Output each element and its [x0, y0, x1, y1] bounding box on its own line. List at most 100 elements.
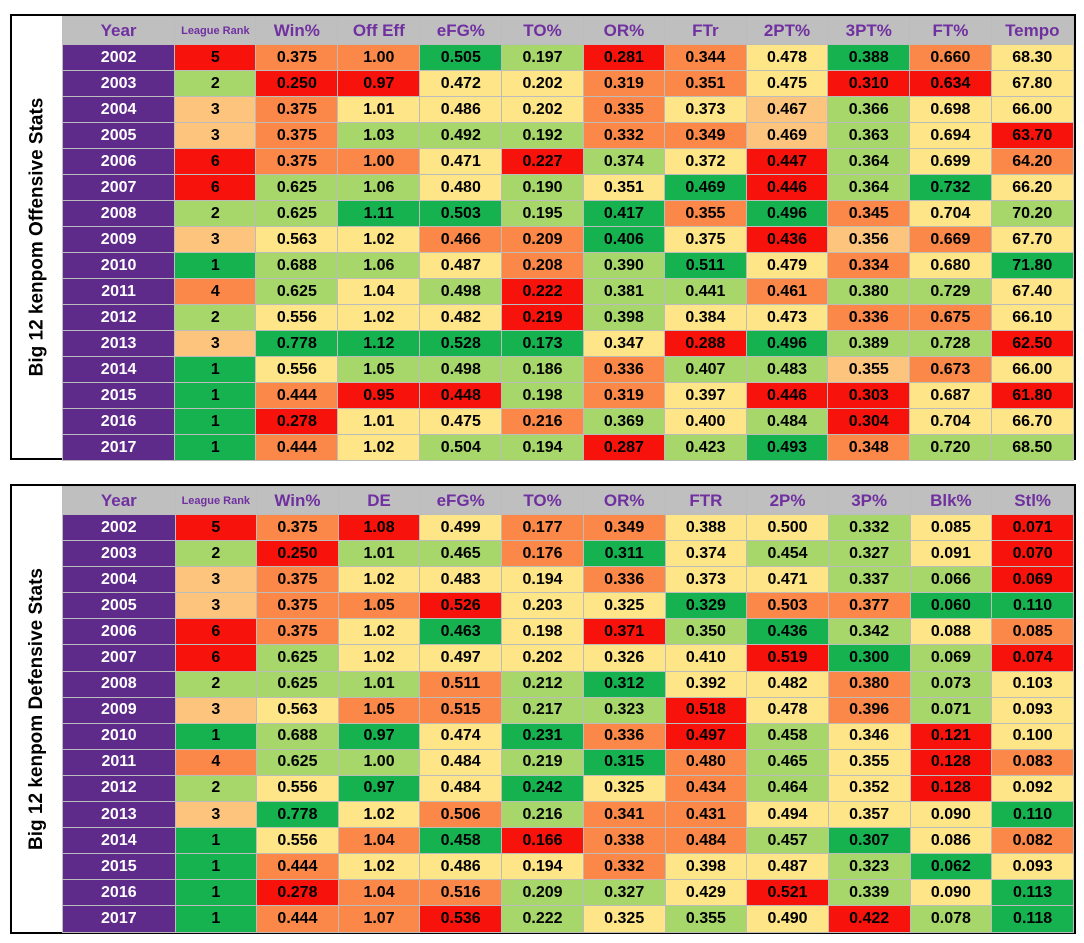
stat-cell: 0.341: [582, 801, 666, 829]
table-row: 2009 3 0.563 1.02 0.466 0.209 0.406 0.375 0.436 0…: [61, 226, 1075, 253]
stat-cell: 1.12: [337, 330, 421, 357]
stat-cell: 6: [174, 644, 257, 672]
stat-cell: 0.351: [582, 174, 666, 201]
stat-cell: 0.377: [827, 592, 911, 620]
stat-cell: 3: [174, 226, 257, 253]
table-row: 2014 1 0.556 1.04 0.458 0.166 0.338 0.484 0.457 0…: [62, 827, 1074, 855]
stat-cell: 0.625: [255, 200, 339, 227]
stat-cell: 0.563: [255, 226, 339, 253]
stat-cell: 0.310: [827, 70, 911, 97]
stat-cell: 0.380: [827, 278, 911, 305]
stat-cell: 0.498: [419, 356, 503, 383]
column-header: eFG%: [419, 486, 503, 515]
stat-cell: 0.373: [664, 566, 748, 594]
stat-cell: 1: [174, 853, 257, 881]
stat-cell: 0.288: [664, 330, 747, 357]
stat-cell: 0.364: [827, 148, 911, 175]
stat-cell: 0.506: [419, 801, 503, 829]
stat-cell: 0.625: [255, 644, 339, 672]
year-cell: 2007: [61, 174, 176, 201]
stat-cell: 0.307: [827, 827, 911, 855]
stat-cell: 0.466: [419, 226, 503, 253]
stat-cell: 0.704: [909, 200, 992, 227]
stat-cell: 1.01: [337, 540, 421, 568]
stat-cell: 0.556: [255, 827, 339, 855]
stat-cell: 1.01: [337, 670, 421, 698]
stat-cell: 68.30: [990, 44, 1075, 71]
stat-cell: 0.375: [255, 148, 339, 175]
stat-cell: 3: [174, 696, 257, 724]
stat-cell: 1: [174, 252, 257, 279]
stat-cell: 0.344: [664, 44, 747, 71]
stat-cell: 0.347: [582, 330, 666, 357]
stat-cell: 0.518: [664, 696, 748, 724]
stat-cell: 1: [174, 879, 257, 907]
table-row: 2004 3 0.375 1.02 0.483 0.194 0.336 0.373 0.471 0…: [62, 566, 1074, 594]
stat-cell: 0.093: [991, 696, 1074, 724]
stat-cell: 0.334: [827, 252, 911, 279]
column-header: League Rank: [174, 16, 257, 45]
stat-cell: 0.503: [746, 592, 829, 620]
stat-cell: 0.227: [501, 148, 584, 175]
stat-cell: 0.203: [501, 592, 584, 620]
stat-cell: 0.202: [501, 70, 584, 97]
stat-cell: 0.400: [664, 408, 747, 435]
stat-cell: 0.97: [337, 774, 421, 803]
stat-cell: 0.492: [419, 122, 503, 149]
stat-cell: 0.190: [501, 174, 584, 201]
stat-cell: 0.250: [255, 70, 339, 97]
stat-cell: 0.504: [419, 434, 503, 461]
stat-cell: 0.222: [501, 278, 584, 305]
stat-cell: 0.093: [991, 853, 1074, 881]
stat-cell: 0.511: [419, 670, 503, 698]
year-cell: 2014: [61, 356, 176, 383]
stat-cell: 61.80: [990, 382, 1075, 409]
stat-cell: 67.40: [990, 278, 1075, 305]
stat-cell: 0.511: [664, 252, 747, 279]
stat-cell: 1.02: [337, 853, 421, 881]
year-cell: 2009: [62, 696, 176, 724]
stat-cell: 0.332: [582, 853, 666, 881]
column-header: TO%: [501, 16, 584, 45]
stat-cell: 0.329: [664, 592, 748, 620]
stat-cell: 0.493: [745, 434, 829, 461]
stat-cell: 1.00: [337, 748, 421, 776]
stat-cell: 0.209: [501, 226, 584, 253]
header-row: Year League Rank Win% Off Eff eFG% TO% OR% FTr 2…: [61, 16, 1075, 45]
stat-cell: 0.669: [909, 226, 992, 253]
stat-cell: 0.490: [746, 905, 829, 933]
stat-cell: 0.469: [664, 174, 747, 201]
stat-cell: 0.375: [255, 44, 339, 71]
table-row: 2016 1 0.278 1.04 0.516 0.209 0.327 0.429 0.521 0…: [62, 879, 1074, 907]
stat-cell: 0.375: [255, 122, 339, 149]
stat-cell: 0.346: [827, 722, 911, 750]
stat-cell: 0.069: [991, 566, 1074, 594]
year-cell: 2013: [62, 801, 176, 829]
stat-cell: 4: [174, 278, 257, 305]
column-header: DE: [337, 486, 421, 515]
stat-cell: 0.355: [664, 200, 747, 227]
year-cell: 2002: [61, 44, 176, 71]
stat-cell: 0.250: [255, 540, 339, 568]
stat-cell: 0.390: [582, 252, 666, 279]
stat-cell: 0.398: [664, 853, 748, 881]
table-row: 2006 6 0.375 1.00 0.471 0.227 0.374 0.372 0.447 0…: [61, 148, 1075, 175]
stat-cell: 0.464: [746, 774, 829, 803]
stat-cell: 0.528: [419, 330, 503, 357]
stat-cell: 0.216: [501, 408, 584, 435]
stat-cell: 0.475: [419, 408, 503, 435]
stat-cell: 0.325: [582, 905, 666, 933]
stat-cell: 0.092: [991, 774, 1074, 803]
stat-cell: 0.516: [419, 879, 503, 907]
stat-cell: 0.103: [991, 670, 1074, 698]
stat-cell: 0.625: [255, 174, 339, 201]
stat-cell: 0.398: [582, 304, 666, 331]
stat-cell: 0.478: [745, 44, 829, 71]
table-row: 2006 6 0.375 1.02 0.463 0.198 0.371 0.350 0.436 0…: [62, 618, 1074, 646]
stat-cell: 0.556: [255, 304, 339, 331]
stat-cell: 0.95: [337, 382, 421, 409]
table-row: 2011 4 0.625 1.00 0.484 0.219 0.315 0.480 0.465 0…: [62, 748, 1074, 776]
stat-cell: 0.444: [255, 434, 339, 461]
stat-cell: 0.97: [337, 722, 421, 750]
stat-cell: 1.08: [337, 513, 421, 542]
